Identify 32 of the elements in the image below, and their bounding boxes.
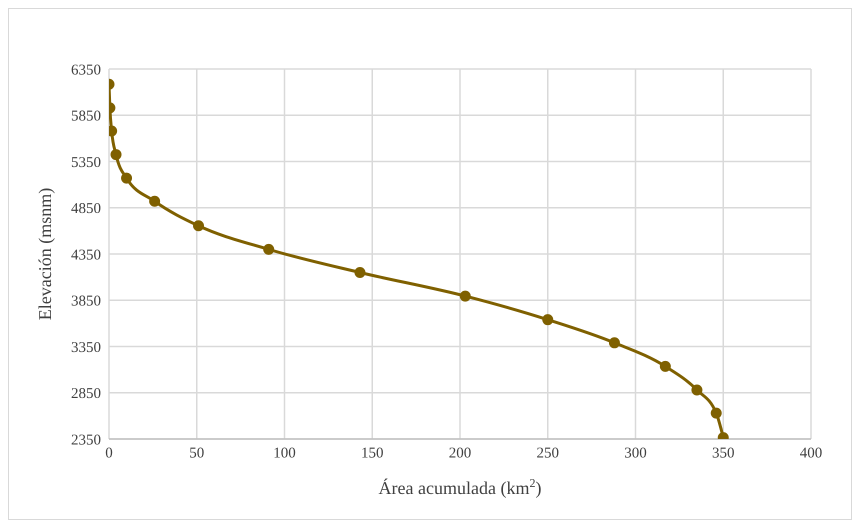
- y-tick-label: 5850: [71, 108, 101, 125]
- x-tick-label: 150: [361, 446, 384, 462]
- x-tick-label: 350: [712, 446, 734, 462]
- point: [354, 267, 366, 278]
- point: [263, 244, 274, 255]
- point: [710, 408, 722, 419]
- x-tick-label: 0: [105, 446, 113, 462]
- point: [660, 360, 671, 372]
- y-tick-label: 6350: [71, 62, 101, 78]
- x-tick-label: 250: [536, 446, 559, 462]
- point: [149, 196, 160, 207]
- x-axis-title: Área acumulada (km$^{2}$): [378, 476, 542, 498]
- y-tick-label: 5350: [71, 154, 101, 171]
- y-tick-label: 2350: [71, 432, 101, 448]
- y-tick-label: 3850: [71, 294, 101, 310]
- y-axis-title: Elevación (msnm): [35, 188, 55, 320]
- point: [193, 220, 204, 232]
- y-tick-label: 3350: [71, 340, 101, 356]
- point: [691, 384, 702, 396]
- y-tick-label: 4850: [71, 201, 101, 218]
- point: [542, 314, 554, 326]
- point: [608, 337, 620, 348]
- x-tick-label: 100: [273, 446, 296, 462]
- y-tick-label: 2850: [71, 386, 101, 402]
- y-tick-label: 4350: [71, 247, 101, 264]
- x-tick-label: 300: [624, 446, 647, 462]
- point: [460, 290, 471, 302]
- x-tick-label: 50: [189, 446, 204, 462]
- x-tick-label: 200: [448, 446, 472, 462]
- point: [121, 172, 132, 184]
- point: [110, 149, 122, 160]
- x-tick-label: 400: [800, 446, 822, 462]
